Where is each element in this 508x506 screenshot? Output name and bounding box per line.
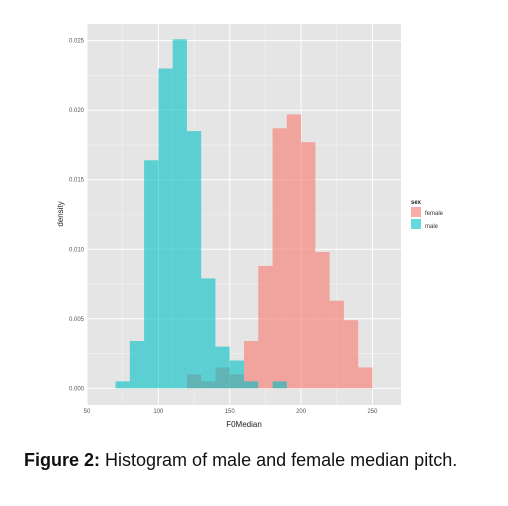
bar-male xyxy=(129,341,145,389)
legend-key-male xyxy=(411,219,421,229)
x-tick-label: 200 xyxy=(296,409,307,415)
bar-male xyxy=(229,360,244,389)
bar-male xyxy=(172,39,187,389)
bar-female xyxy=(315,252,330,389)
bar-male xyxy=(186,131,202,389)
y-tick-label: 0.010 xyxy=(69,247,85,253)
bar-male xyxy=(215,346,230,389)
y-tick-label: 0.015 xyxy=(69,178,85,184)
bar-female xyxy=(272,128,287,389)
figure-caption-text: Histogram of male and female median pitc… xyxy=(105,450,458,470)
bar-male xyxy=(201,278,216,389)
x-axis-ticks: 50 100 150 200 250 xyxy=(84,409,378,415)
histogram-bars xyxy=(115,39,373,389)
x-tick-label: 50 xyxy=(84,409,91,415)
legend-title: sex xyxy=(411,200,422,206)
legend-key-female xyxy=(411,207,421,217)
bar-male xyxy=(115,381,130,389)
bar-female xyxy=(301,142,316,389)
bar-male xyxy=(158,68,173,389)
x-axis-title: F0Median xyxy=(226,420,262,429)
y-tick-label: 0.000 xyxy=(69,386,85,392)
y-axis-title: density xyxy=(56,201,65,226)
y-tick-label: 0.005 xyxy=(69,317,85,323)
legend: sex female male xyxy=(411,200,444,230)
bar-male xyxy=(144,160,159,389)
x-tick-label: 100 xyxy=(153,409,164,415)
bar-female xyxy=(358,367,373,389)
bar-male xyxy=(244,381,259,389)
bar-male xyxy=(272,381,287,389)
legend-label-male: male xyxy=(425,224,439,230)
y-axis-ticks: 0.000 0.005 0.010 0.015 0.020 0.025 xyxy=(69,39,85,393)
bar-female xyxy=(258,265,273,389)
x-tick-label: 150 xyxy=(225,409,236,415)
y-tick-label: 0.020 xyxy=(69,108,85,114)
legend-label-female: female xyxy=(425,211,444,217)
figure-caption: Figure 2: Histogram of male and female m… xyxy=(24,450,494,471)
figure-label: Figure 2: xyxy=(24,450,101,470)
bar-female xyxy=(244,341,259,389)
histogram-chart: 50 100 150 200 250 0.000 0.005 0.010 0.015 0.020… xyxy=(56,24,444,429)
bar-female xyxy=(286,114,302,389)
y-tick-label: 0.025 xyxy=(69,39,85,45)
x-tick-label: 250 xyxy=(367,409,378,415)
bar-female xyxy=(343,320,359,389)
bar-female xyxy=(329,300,344,389)
